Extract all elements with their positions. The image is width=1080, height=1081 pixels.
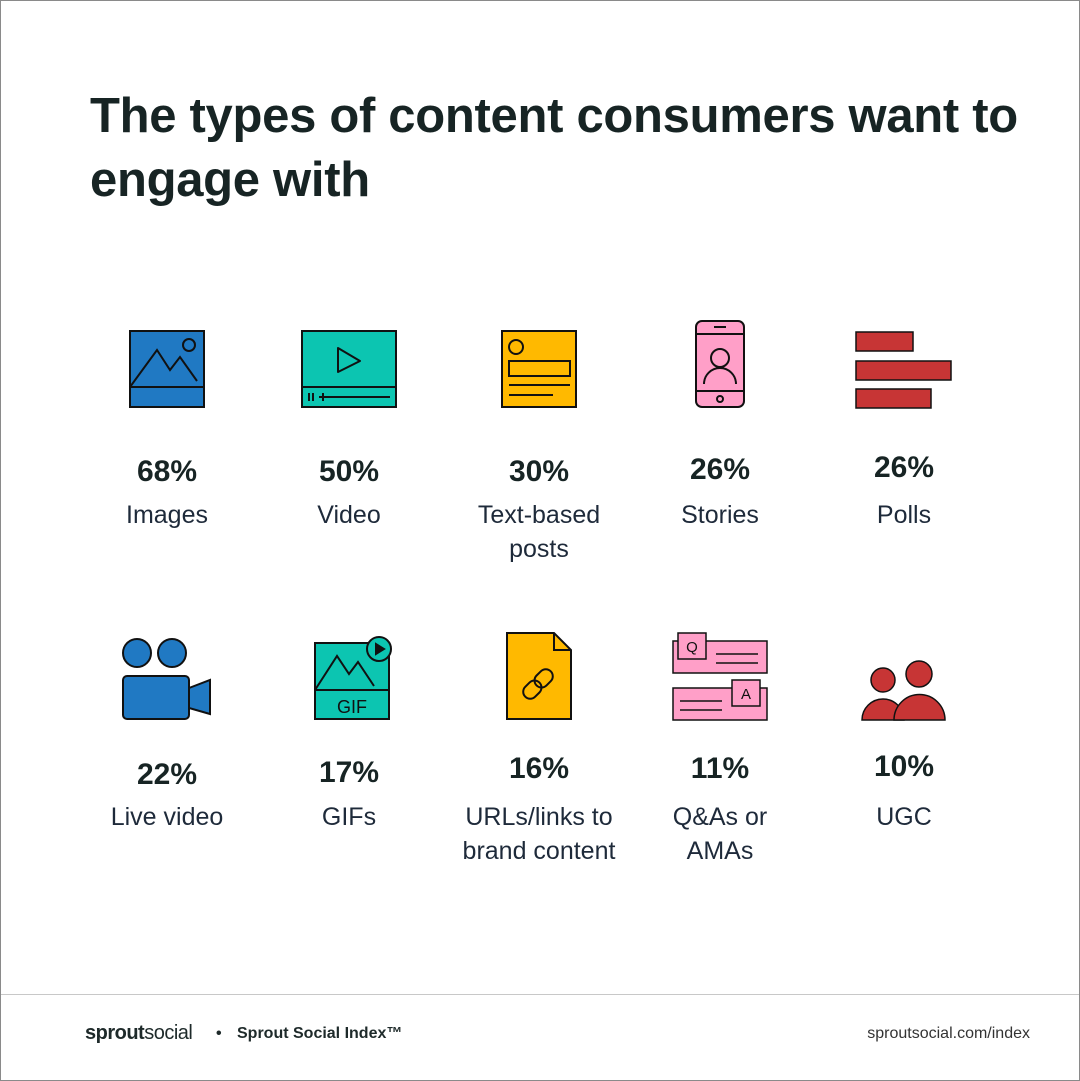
item-percent: 68% <box>136 455 198 488</box>
footer-divider <box>1 994 1079 995</box>
item-label: Video <box>317 501 381 529</box>
item-label: Q&As or AMAs <box>672 803 768 865</box>
item-percent: 26% <box>689 453 751 486</box>
svg-text:Q: Q <box>686 639 698 656</box>
item-percent: 16% <box>508 752 570 785</box>
item-text-posts: 30% Text-based posts <box>439 330 639 563</box>
link-document-icon <box>506 632 572 720</box>
item-video: 50% Video <box>249 330 449 529</box>
item-percent: 22% <box>136 758 198 791</box>
image-icon <box>129 330 205 408</box>
separator: • <box>216 1025 222 1042</box>
item-stories: 26% Stories <box>620 320 820 529</box>
svg-text:A: A <box>741 686 751 703</box>
website-url: sproutsocial.com/index <box>867 1025 1030 1042</box>
item-images: 68% Images <box>67 330 267 529</box>
svg-text:GIF: GIF <box>337 697 367 717</box>
gif-icon: GIF <box>314 636 392 720</box>
item-ugc: 10% UGC <box>804 660 1004 831</box>
item-label: Text-based posts <box>477 501 601 563</box>
item-label: GIFs <box>321 803 377 831</box>
item-polls: 26% Polls <box>804 331 1004 529</box>
video-player-icon <box>301 330 397 408</box>
item-gifs: GIF 17% GIFs <box>249 636 449 831</box>
item-label: Polls <box>876 501 932 529</box>
item-live-video: 22% Live video <box>67 638 267 831</box>
item-percent: 11% <box>690 752 750 785</box>
users-icon <box>861 660 946 721</box>
qa-cards-icon: QA <box>672 632 768 721</box>
logo-bold: sprout <box>85 1022 145 1044</box>
item-percent: 17% <box>318 756 380 789</box>
poll-bars-icon <box>855 331 952 409</box>
phone-stories-icon <box>695 320 745 408</box>
sprout-social-logo: sproutsocial <box>85 1022 193 1045</box>
item-links: 16% URLs/links to brand content <box>439 632 639 865</box>
item-percent: 26% <box>873 451 935 484</box>
item-label: Stories <box>681 501 759 529</box>
item-label: Live video <box>110 803 224 831</box>
item-label: UGC <box>876 803 932 831</box>
index-label: Sprout Social Index™ <box>237 1025 403 1042</box>
text-post-icon <box>501 330 577 408</box>
item-percent: 10% <box>873 750 935 783</box>
item-label: URLs/links to brand content <box>462 803 616 865</box>
item-percent: 50% <box>318 455 380 488</box>
page-title: The types of content consumers want to e… <box>90 89 1018 207</box>
item-label: Images <box>126 501 208 529</box>
logo-light: social <box>144 1022 193 1044</box>
video-camera-icon <box>122 638 211 720</box>
item-percent: 30% <box>508 455 570 488</box>
